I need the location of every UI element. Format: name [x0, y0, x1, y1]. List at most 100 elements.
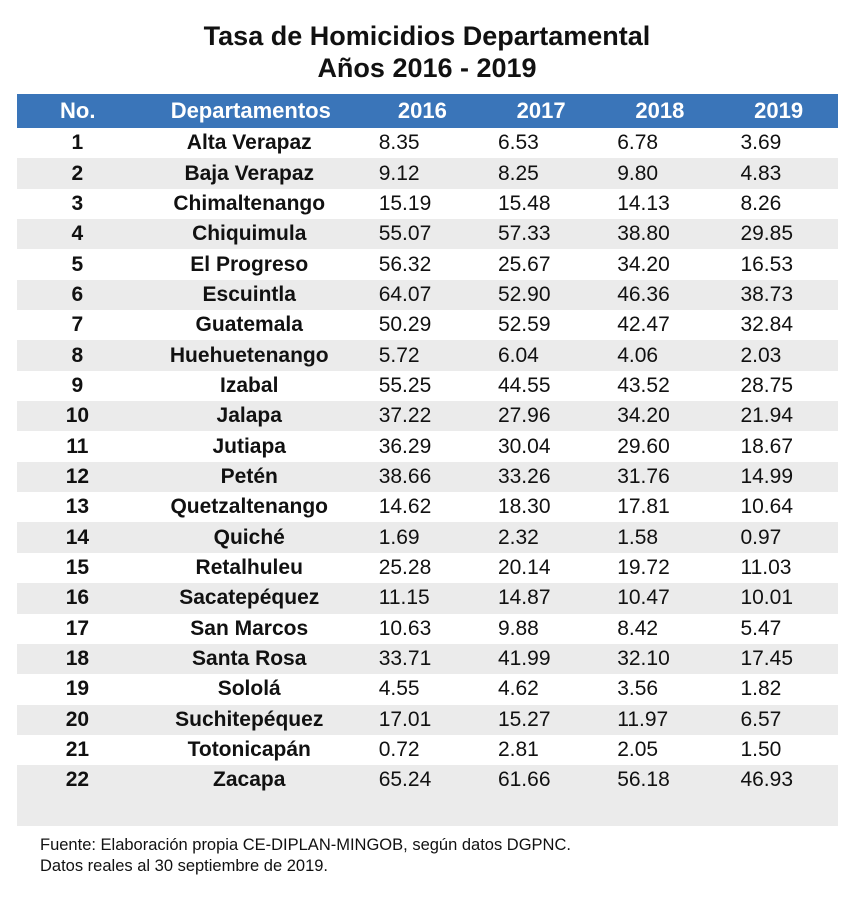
cell-2018: 32.10: [617, 647, 670, 671]
cell-no: 4: [71, 222, 84, 246]
table-row: 13 Quetzaltenango 14.62 18.30 17.81 10.64: [17, 492, 838, 523]
cell-2016: 9.12: [378, 161, 420, 185]
cell-2016: 37.22: [378, 404, 432, 428]
cell-no: 5: [71, 252, 84, 276]
cell-departamento: Totonicapán: [187, 738, 311, 762]
cell-2019: 1.50: [740, 738, 782, 762]
cell-2018: 6.78: [617, 131, 659, 155]
table-row: 2 Baja Verapaz 9.12 8.25 9.80 4.83: [17, 158, 838, 189]
cell-2017: 20.14: [497, 555, 551, 579]
cell-2016: 5.72: [378, 343, 420, 367]
cell-2016: 36.29: [378, 434, 432, 458]
cell-no: 16: [65, 586, 90, 610]
cell-2017: 61.66: [497, 768, 551, 792]
cell-departamento: Jutiapa: [212, 434, 286, 458]
cell-no: 8: [71, 343, 84, 367]
cell-departamento: Chimaltenango: [173, 191, 326, 215]
cell-2018: 3.56: [617, 677, 659, 701]
page-title: Tasa de Homicidios Departamental Años 20…: [0, 20, 854, 84]
cell-2016: 25.28: [378, 555, 432, 579]
table-row: 7 Guatemala 50.29 52.59 42.47 32.84: [17, 310, 838, 341]
cell-2019: 29.85: [740, 222, 794, 246]
cell-departamento: Petén: [220, 464, 278, 488]
cell-2019: 3.69: [740, 131, 782, 155]
cell-2019: 38.73: [740, 282, 794, 306]
cell-departamento: Quiché: [213, 525, 285, 549]
cell-2016: 17.01: [378, 707, 432, 731]
source-line-1: Fuente: Elaboración propia CE-DIPLAN-MIN…: [40, 836, 571, 854]
cell-2017: 27.96: [497, 404, 551, 428]
table-row: 4 Chiquimula 55.07 57.33 38.80 29.85: [17, 219, 838, 250]
table-header-row: No. Departamentos 2016 2017 2018 2019: [17, 94, 838, 128]
cell-2019: 14.99: [740, 464, 794, 488]
cell-2017: 6.04: [497, 343, 539, 367]
cell-no: 22: [65, 768, 90, 792]
cell-no: 10: [65, 404, 90, 428]
cell-2017: 2.81: [497, 738, 539, 762]
cell-2018: 2.05: [617, 738, 659, 762]
cell-departamento: Sololá: [217, 677, 281, 701]
cell-2019: 8.26: [740, 191, 782, 215]
cell-2018: 56.18: [617, 768, 670, 792]
cell-2018: 29.60: [617, 434, 670, 458]
table-row: 9 Izabal 55.25 44.55 43.52 28.75: [17, 370, 838, 402]
cell-2018: 19.72: [617, 555, 670, 579]
cell-2019: 2.03: [740, 343, 782, 367]
table-row: 22 Zacapa 65.24 61.66 56.18 46.93: [17, 765, 838, 796]
cell-departamento: Quetzaltenango: [170, 495, 328, 519]
cell-2017: 52.90: [497, 282, 551, 306]
cell-no: 18: [65, 647, 90, 671]
cell-2019: 6.57: [740, 707, 782, 731]
cell-2018: 10.47: [617, 586, 670, 610]
cell-departamento: Huehuetenango: [169, 343, 329, 367]
cell-2018: 8.42: [617, 616, 659, 640]
title-line-1: Tasa de Homicidios Departamental: [203, 21, 651, 51]
cell-departamento: Baja Verapaz: [184, 161, 315, 185]
cell-2018: 31.76: [617, 464, 670, 488]
cell-2017: 44.55: [497, 373, 551, 397]
cell-departamento: Jalapa: [216, 404, 282, 428]
header-cell-2017: 2017: [516, 98, 566, 123]
cell-no: 19: [65, 677, 90, 701]
table-row: 12 Petén 38.66 33.26 31.76 14.99: [17, 461, 838, 493]
cell-2019: 46.93: [740, 768, 794, 792]
cell-departamento: Alta Verapaz: [186, 131, 312, 155]
cell-2019: 21.94: [740, 404, 794, 428]
header-cell-no: No.: [60, 98, 96, 123]
cell-2016: 65.24: [378, 768, 432, 792]
cell-2018: 38.80: [617, 222, 670, 246]
cell-2017: 6.53: [497, 131, 539, 155]
cell-departamento: Sacatepéquez: [179, 586, 320, 610]
source-line-2: Datos reales al 30 septiembre de 2019.: [40, 857, 329, 875]
cell-2019: 18.67: [740, 434, 794, 458]
cell-2018: 14.13: [617, 191, 670, 215]
cell-no: 1: [71, 131, 84, 155]
cell-departamento: Izabal: [220, 373, 279, 397]
cell-2017: 30.04: [497, 434, 551, 458]
cell-2018: 4.06: [617, 343, 659, 367]
table-row: 10 Jalapa 37.22 27.96 34.20 21.94: [17, 401, 838, 432]
table-row: 20 Suchitepéquez 17.01 15.27 11.97 6.57: [17, 704, 838, 735]
cell-2016: 4.55: [378, 677, 420, 701]
cell-departamento: Escuintla: [202, 282, 296, 306]
cell-2017: 15.48: [497, 191, 551, 215]
cell-no: 11: [66, 434, 89, 458]
cell-2019: 4.83: [740, 161, 782, 185]
cell-2017: 41.99: [497, 647, 551, 671]
table-row: 1 Alta Verapaz 8.35 6.53 6.78 3.69: [17, 128, 838, 159]
title-line-2: Años 2016 - 2019: [317, 53, 537, 83]
cell-2018: 42.47: [617, 313, 670, 337]
cell-2019: 0.97: [740, 525, 782, 549]
cell-2016: 10.63: [378, 616, 432, 640]
cell-2019: 32.84: [740, 313, 794, 337]
cell-2016: 11.15: [378, 586, 430, 610]
table-row: 11 Jutiapa 36.29 30.04 29.60 18.67: [17, 431, 838, 462]
cell-2016: 1.69: [378, 525, 420, 549]
cell-2018: 1.58: [617, 525, 659, 549]
table-row: 5 El Progreso 56.32 25.67 34.20 16.53: [17, 249, 838, 280]
cell-2019: 10.64: [740, 495, 794, 519]
cell-2017: 4.62: [497, 677, 539, 701]
cell-2019: 5.47: [740, 616, 782, 640]
cell-2016: 55.07: [378, 222, 432, 246]
cell-no: 6: [71, 282, 84, 306]
